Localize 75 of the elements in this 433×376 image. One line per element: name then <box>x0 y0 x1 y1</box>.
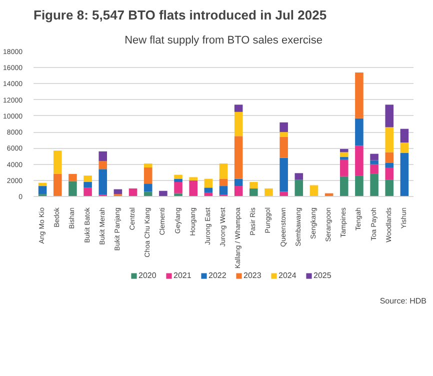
bar <box>84 188 92 196</box>
bar <box>340 176 348 196</box>
bar <box>355 146 364 176</box>
bar <box>280 136 288 158</box>
source-note: Source: HDB <box>380 296 427 306</box>
bar <box>264 188 273 196</box>
legend-label: 2025 <box>314 271 332 280</box>
bar <box>53 150 62 174</box>
bar <box>250 188 258 196</box>
bar <box>98 151 108 162</box>
bar <box>340 152 348 158</box>
bar <box>385 127 394 152</box>
bar <box>219 186 228 195</box>
bar <box>385 104 394 128</box>
bar <box>189 180 198 196</box>
bar <box>340 148 348 152</box>
bar <box>38 186 47 194</box>
bar <box>189 177 198 180</box>
bar <box>128 188 138 196</box>
bar <box>340 159 348 176</box>
bar <box>234 112 243 136</box>
bar <box>280 192 288 196</box>
bar <box>400 142 409 153</box>
bar <box>174 178 182 182</box>
bar <box>159 190 168 196</box>
bar <box>98 161 108 170</box>
bar <box>144 163 152 168</box>
bar <box>234 104 243 112</box>
bar <box>84 182 92 188</box>
bar <box>370 174 378 196</box>
bar <box>310 185 318 196</box>
bar <box>204 178 213 188</box>
bar <box>355 118 364 146</box>
bar <box>219 163 228 179</box>
bar <box>84 176 92 182</box>
bar <box>144 184 152 192</box>
bar <box>400 128 409 143</box>
bar <box>385 180 394 196</box>
bar <box>174 174 182 179</box>
bar <box>68 174 77 182</box>
bar <box>250 182 258 188</box>
bar <box>114 189 122 194</box>
bar <box>234 178 243 186</box>
bar <box>234 186 243 196</box>
bar <box>355 72 364 118</box>
bar <box>400 153 409 196</box>
bar <box>280 132 288 137</box>
bar <box>98 169 108 195</box>
bar <box>385 162 394 168</box>
bar <box>144 168 152 184</box>
bar <box>68 181 77 196</box>
bar <box>280 158 288 192</box>
legend-label: 2023 <box>244 271 262 280</box>
bar <box>174 182 182 194</box>
bar <box>355 176 364 196</box>
bar <box>294 180 304 196</box>
bar <box>204 188 213 192</box>
bar <box>370 154 378 160</box>
bar <box>144 192 152 196</box>
bar <box>370 164 378 174</box>
chart-subtitle: Figure 8: 5,547 BTO flats introduced in Jul 2025 <box>34 8 327 22</box>
legend-label: 2022 <box>208 271 228 280</box>
bar <box>53 174 62 196</box>
bar <box>385 152 394 163</box>
legend-label: 2020 <box>138 271 158 280</box>
legend-label: 2021 <box>174 271 192 280</box>
bar <box>219 178 228 186</box>
bar <box>370 160 378 164</box>
bar <box>294 173 304 180</box>
bar <box>280 122 288 132</box>
chart-title: New flat supply from BTO sales exercise <box>124 34 322 46</box>
bar <box>385 168 394 180</box>
bar <box>38 182 47 186</box>
legend-label: 2024 <box>278 271 298 280</box>
bar <box>234 136 243 179</box>
